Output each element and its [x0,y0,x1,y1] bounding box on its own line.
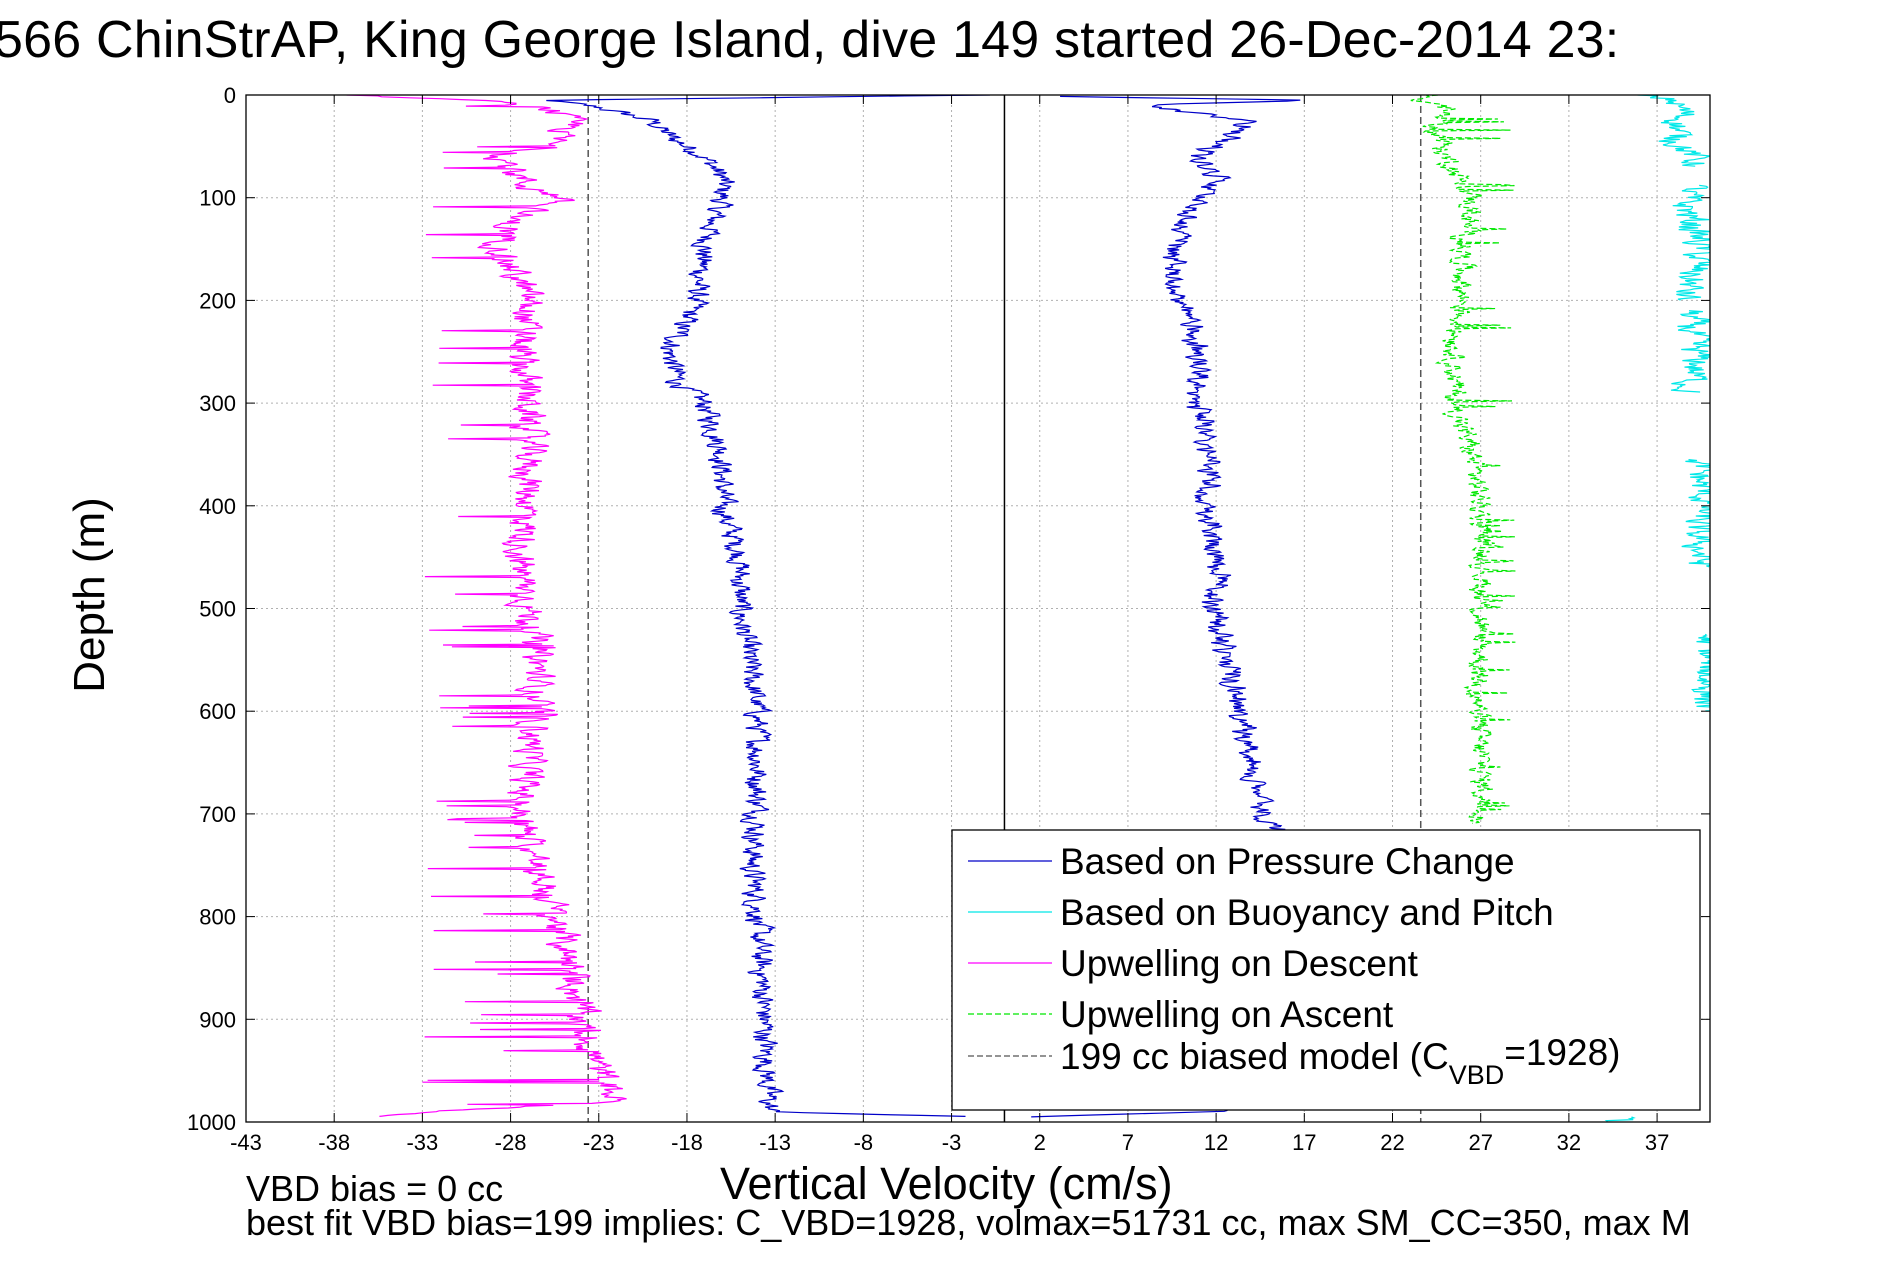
best-fit-note: best fit VBD bias=199 implies: C_VBD=192… [246,1202,1691,1243]
series-based-on-buoyancy-and-pitch-segment-4 [1691,633,1710,712]
legend-label-1: Based on Buoyancy and Pitch [1060,892,1554,933]
y-tick-label-3: 300 [199,391,236,416]
x-tick-label-10: 7 [1122,1130,1134,1155]
x-tick-label-6: -13 [759,1130,791,1155]
x-tick-label-12: 17 [1292,1130,1316,1155]
x-tick-label-7: -8 [854,1130,874,1155]
vbd-bias-note: VBD bias = 0 cc [246,1168,504,1209]
legend: Based on Pressure Change Based on Buoyanc… [951,829,1701,1111]
y-tick-label-9: 900 [199,1007,236,1032]
legend-label-2: Upwelling on Descent [1060,943,1419,984]
series-based-on-buoyancy-and-pitch-segment-2 [1670,310,1710,393]
axis-ticks: -43 -38 -33 -28 -23 -18 -13 -8 -3 2 7 12 17 22 27 32 370… [187,83,1710,1155]
x-tick-label-4: -23 [583,1130,615,1155]
y-tick-label-5: 500 [199,597,236,622]
series-based-on-buoyancy-and-pitch-segment-1 [1672,184,1710,301]
legend-label-3: Upwelling on Ascent [1060,994,1394,1035]
legend-box [951,829,1701,1111]
series-upwelling-on-ascent-line [1410,95,1516,824]
x-tick-label-13: 22 [1380,1130,1404,1155]
x-tick-label-3: -28 [495,1130,527,1155]
legend-label-0: Based on Pressure Change [1060,841,1515,882]
x-tick-label-0: -43 [230,1130,262,1155]
x-tick-label-16: 37 [1645,1130,1669,1155]
series-based-on-buoyancy-and-pitch-segment-3 [1681,459,1710,568]
y-axis-label: Depth (m) [65,497,114,693]
series-based-on-buoyancy-and-pitch-segment-0 [1637,95,1710,167]
x-tick-label-8: -3 [942,1130,962,1155]
x-tick-label-5: -18 [671,1130,703,1155]
x-tick-label-9: 2 [1034,1130,1046,1155]
series-based-on-pressure-change-descent [546,95,990,1117]
y-tick-label-0: 0 [224,83,236,108]
y-tick-label-6: 600 [199,699,236,724]
y-tick-label-2: 200 [199,288,236,313]
y-tick-label-1: 100 [199,186,236,211]
series-upwelling-on-descent-line [346,95,627,1117]
x-tick-label-1: -38 [318,1130,350,1155]
y-tick-label-7: 700 [199,802,236,827]
x-tick-label-15: 32 [1557,1130,1581,1155]
chart-title: 566 ChinStrAP, King George Island, dive … [0,11,1620,69]
x-tick-label-2: -33 [406,1130,438,1155]
x-axis-label: Vertical Velocity (cm/s) [720,1158,1173,1209]
y-tick-label-8: 800 [199,905,236,930]
x-tick-label-14: 27 [1468,1130,1492,1155]
y-tick-label-10: 1000 [187,1110,236,1135]
series-based-on-buoyancy-and-pitch-segment-5 [1604,1116,1636,1122]
x-tick-label-11: 12 [1204,1130,1228,1155]
y-tick-label-4: 400 [199,494,236,519]
